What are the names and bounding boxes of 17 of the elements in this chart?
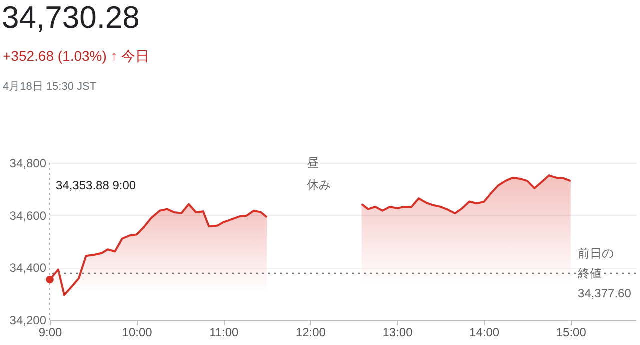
- y-tick-label: 34,600: [10, 208, 47, 223]
- y-tick-label: 34,400: [10, 261, 47, 276]
- ref-line-label: 前日の終値 34,377.60: [577, 246, 632, 301]
- x-tick-label: 13:00: [382, 326, 414, 340]
- x-tick-label: 14:00: [470, 326, 500, 340]
- x-tick-label: 9:00: [38, 326, 62, 340]
- y-tick-label: 34,200: [10, 314, 47, 328]
- x-tick-label: 11:00: [210, 326, 240, 340]
- text: 4月18日 15:30 JST: [3, 80, 97, 94]
- x-tick-label: 12:00: [296, 326, 326, 340]
- annotation: 昼休み: [306, 156, 331, 192]
- chart-title: 34,730.28: [2, 0, 140, 36]
- y-tick-label: 34,800: [10, 156, 47, 170]
- chart-subtitle: +352.68 (1.03%) ↑ 今日: [3, 48, 150, 66]
- annotation: 34,353.88 9:00: [56, 178, 136, 193]
- x-tick-label: 15:00: [556, 326, 587, 340]
- x-tick-label: 10:00: [122, 326, 153, 340]
